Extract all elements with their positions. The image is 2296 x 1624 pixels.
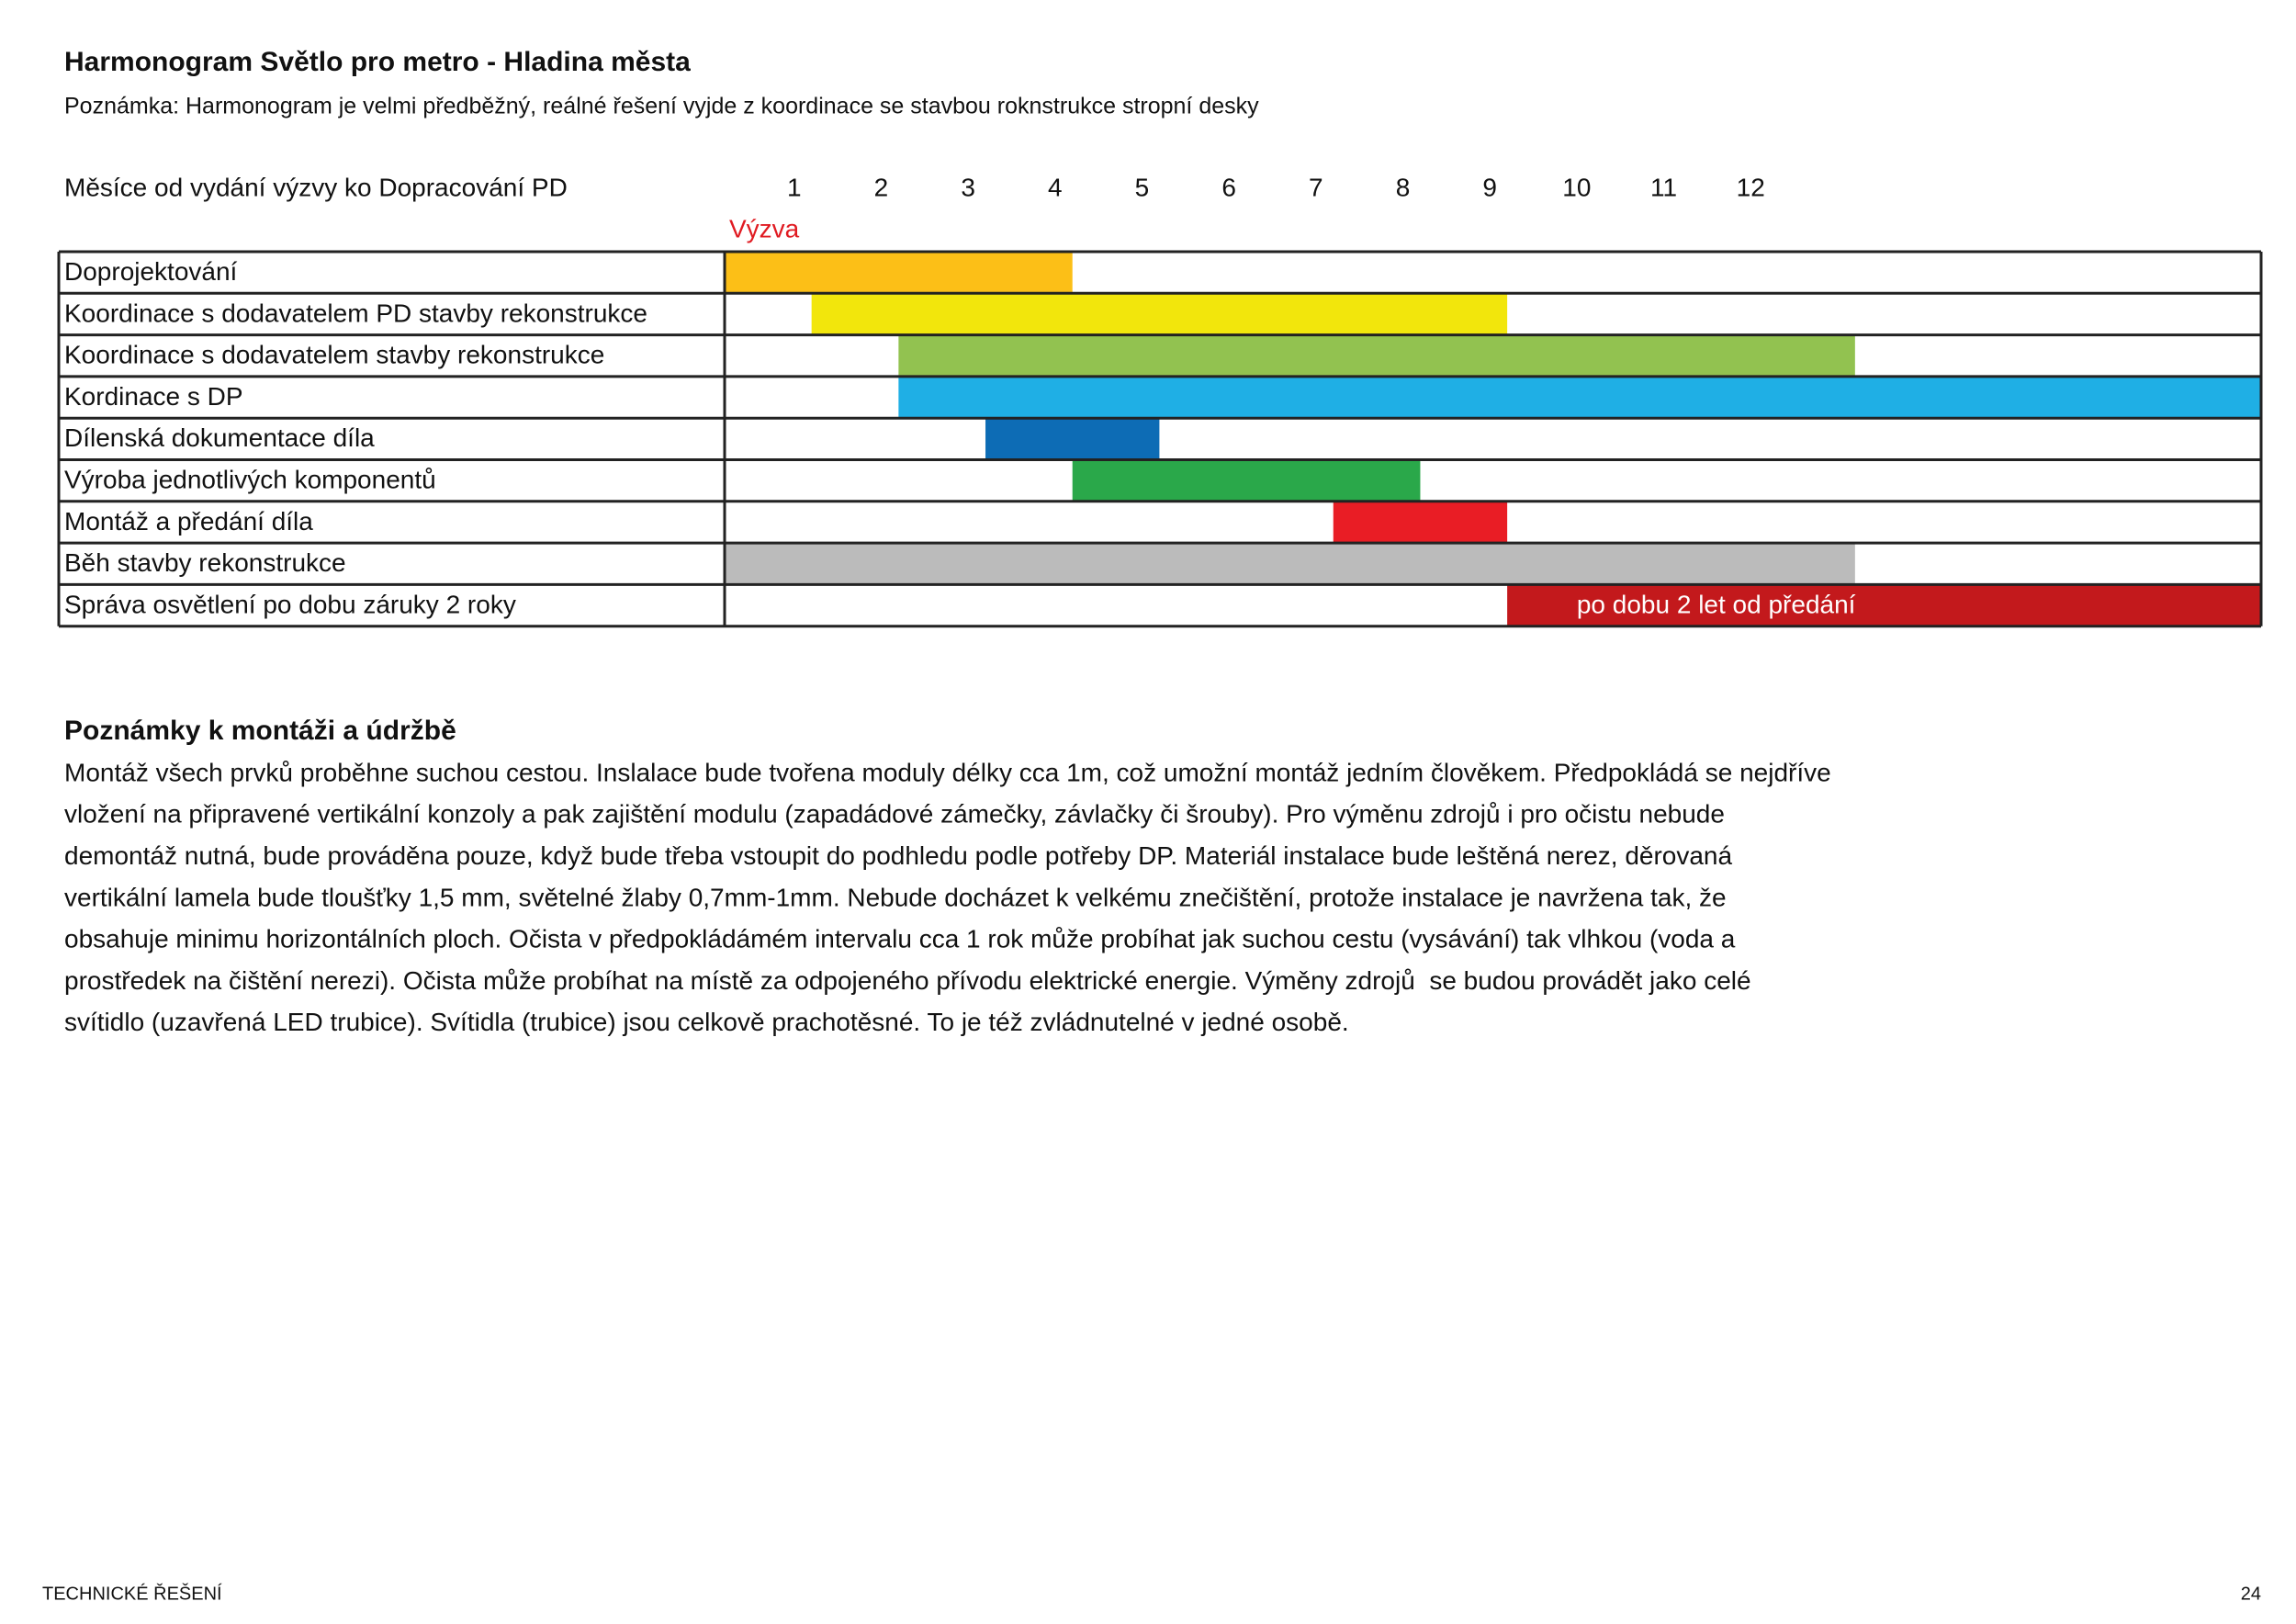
notes-line: svítidlo (uzavřená LED trubice). Svítidl… (64, 1008, 1349, 1036)
notes-line: vertikální lamela bude tloušťky 1,5 mm, … (64, 883, 1727, 911)
bar (985, 418, 1160, 460)
bar (725, 252, 1073, 294)
footer-section: TECHNICKÉ ŘEŠENÍ (42, 1583, 222, 1604)
task-label: Montáž a předání díla (64, 507, 313, 536)
task-label: Výroba jednotlivých komponentů (64, 466, 436, 494)
task-label: Koordinace s dodavatelem stavby rekonstr… (64, 341, 604, 369)
month-label: 6 (1221, 173, 1236, 201)
axis-label: Měsíce od vydání výzvy ko Dopracování PD (64, 173, 568, 201)
bar (1507, 584, 2261, 626)
notes-title: Poznámky k montáži a údržbě (64, 716, 456, 746)
bar-label: po dobu 2 let od předání (1577, 590, 1856, 618)
month-label: 11 (1650, 173, 1677, 201)
month-label: 2 (874, 173, 889, 201)
month-label: 5 (1135, 173, 1150, 201)
month-label: 7 (1309, 173, 1323, 201)
bar (898, 334, 1855, 377)
month-label: 1 (787, 173, 802, 201)
notes-line: vložení na připravené vertikální konzoly… (64, 800, 1725, 829)
month-label: 3 (961, 173, 975, 201)
notes-line: Montáž všech prvků proběhne suchou cesto… (64, 758, 1831, 786)
task-label: Kordinace s DP (64, 382, 243, 411)
bar (725, 543, 1855, 585)
bar (1333, 501, 1508, 544)
task-label: Dílenská dokumentace díla (64, 423, 375, 452)
task-label: Běh stavby rekonstrukce (64, 548, 346, 577)
notes-line: obsahuje minimu horizontálních ploch. Oč… (64, 925, 1736, 953)
task-label: Doprojektování (64, 257, 238, 286)
notes-line: demontáž nutná, bude prováděna pouze, kd… (64, 841, 1733, 870)
task-label: Koordinace s dodavatelem PD stavby rekon… (64, 299, 647, 327)
bar (1072, 459, 1421, 502)
notes-line: prostředek na čištění nerezi). Očista mů… (64, 966, 1751, 995)
marker: Výzva (729, 214, 800, 242)
month-label: 12 (1737, 173, 1765, 201)
month-label: 9 (1482, 173, 1497, 201)
page-number: 24 (2241, 1584, 2261, 1604)
note: Poznámka: Harmonogram je velmi předběžný… (64, 94, 1259, 119)
task-label: Správa osvětlení po dobu záruky 2 roky (64, 590, 516, 618)
title: Harmonogram Světlo pro metro - Hladina m… (64, 47, 691, 77)
bar (811, 293, 1508, 335)
month-label: 8 (1396, 173, 1411, 201)
month-label: 10 (1562, 173, 1591, 201)
bar (898, 376, 2261, 419)
month-label: 4 (1048, 173, 1063, 201)
